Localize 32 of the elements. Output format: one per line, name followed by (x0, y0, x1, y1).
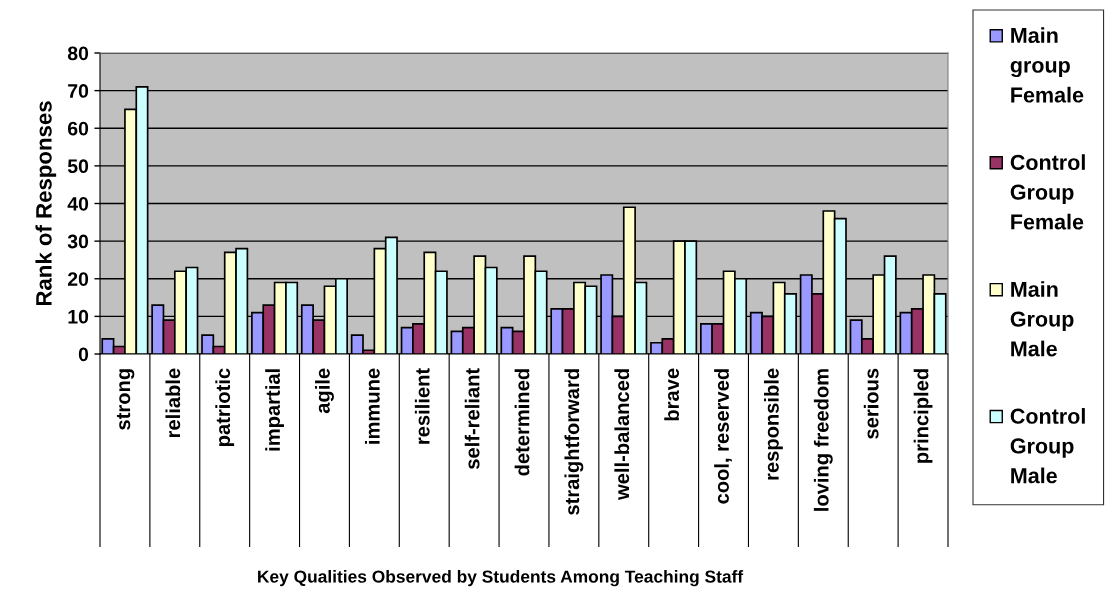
y-tick-label: 0 (78, 347, 89, 362)
y-axis-title: Rank of Responses (35, 101, 57, 306)
legend-label: Main Group Male (1010, 281, 1074, 357)
x-tick-label: well-balanced (614, 369, 630, 500)
legend-label: Main group Female (1010, 27, 1084, 103)
y-tick-label: 80 (67, 46, 89, 61)
x-tick-label: determined (514, 369, 530, 476)
x-tick-label: principled (913, 369, 933, 463)
x-tick-label: impartial (265, 369, 284, 451)
y-tick-label: 20 (67, 272, 89, 286)
x-tick-label: reliable (165, 368, 181, 438)
x-tick-label: brave (664, 368, 680, 421)
y-tick-label: 30 (67, 234, 89, 249)
x-tick-label: responsible (764, 368, 783, 480)
x-tick-label: serious (863, 368, 879, 439)
x-tick-label: strong (116, 369, 135, 430)
y-tick-label: 70 (68, 84, 89, 98)
legend-label: Control Group Male (1010, 408, 1085, 484)
y-tick-label: 50 (67, 159, 89, 174)
x-tick-label: immune (364, 368, 380, 444)
y-tick-label: 10 (68, 309, 89, 324)
x-tick-label: resilient (414, 368, 430, 444)
y-tick-label: 60 (67, 121, 89, 136)
x-tick-label: patriotic (215, 368, 235, 446)
x-tick-label: loving freedom (813, 369, 833, 511)
legend-label: Control Group Female (1010, 154, 1085, 230)
x-tick-label: cool, reserved (714, 369, 732, 504)
x-tick-label: straightforward (564, 369, 584, 515)
y-tick-label: 40 (67, 196, 89, 211)
x-tick-label: agile (315, 368, 334, 414)
x-axis-title: Key Qualities Observed by Students Among Teaching Staff (258, 570, 744, 587)
x-tick-label: self-reliant (464, 368, 480, 470)
